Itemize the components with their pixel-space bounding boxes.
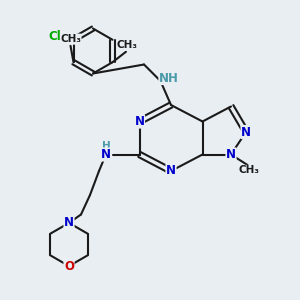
Text: N: N [64,216,74,230]
Text: NH: NH [159,71,179,85]
Text: N: N [101,148,111,161]
Text: CH₃: CH₃ [60,34,81,44]
Text: N: N [226,148,236,161]
Text: O: O [64,260,74,273]
Text: N: N [166,164,176,178]
Text: H: H [101,141,110,151]
Text: CH₃: CH₃ [117,40,138,50]
Text: Cl: Cl [48,30,61,43]
Text: CH₃: CH₃ [238,165,260,176]
Text: N: N [241,125,251,139]
Text: N: N [134,115,145,128]
